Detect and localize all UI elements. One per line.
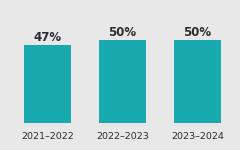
Bar	[174, 40, 221, 123]
Text: 50%: 50%	[184, 26, 212, 39]
Bar	[24, 45, 71, 123]
Bar	[99, 40, 146, 123]
Text: 50%: 50%	[108, 26, 137, 39]
Text: 47%: 47%	[33, 31, 61, 44]
